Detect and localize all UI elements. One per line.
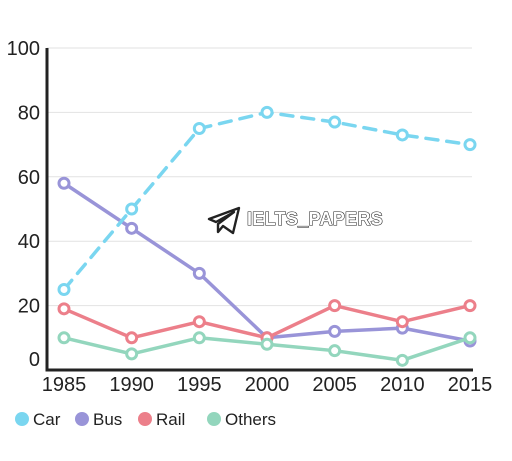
y-tick-labels: 0 20 40 60 80 100 (7, 38, 40, 371)
x-tick-label: 1985 (42, 374, 87, 396)
y-tick-label: 60 (18, 167, 40, 189)
series (57, 105, 477, 367)
legend-item-others: Others (207, 410, 276, 429)
data-point-car (57, 283, 71, 296)
y-tick-label: 0 (29, 349, 40, 371)
x-tick-label: 2015 (448, 374, 493, 396)
data-point-car (125, 202, 139, 216)
legend-swatch (75, 412, 89, 426)
data-point-others (463, 331, 477, 345)
data-point-car (192, 122, 206, 135)
data-point-others (395, 353, 409, 367)
legend-label: Others (225, 410, 276, 429)
y-tick-label: 100 (7, 38, 40, 60)
x-tick-label: 1995 (177, 374, 222, 396)
legend-item-rail: Rail (138, 410, 185, 429)
legend: Car Bus Rail Others (15, 410, 276, 429)
legend-label: Car (33, 410, 61, 429)
legend-swatch (207, 412, 221, 426)
data-point-rail (328, 299, 342, 313)
legend-item-bus: Bus (75, 410, 122, 429)
y-tick-label: 20 (18, 296, 40, 318)
data-point-others (57, 331, 71, 345)
watermark-text: IELTS_PAPERS (247, 209, 383, 229)
axes (45, 48, 473, 372)
data-point-others (260, 337, 274, 351)
data-point-others (328, 344, 342, 358)
data-point-bus (192, 266, 206, 280)
data-point-rail (463, 299, 477, 313)
data-point-rail (395, 315, 409, 329)
legend-label: Rail (156, 410, 185, 429)
y-tick-label: 80 (18, 102, 40, 124)
legend-swatch (15, 412, 29, 426)
data-point-car (260, 105, 274, 119)
series-car (57, 105, 477, 296)
x-tick-label: 2005 (312, 374, 357, 396)
series-rail (57, 299, 477, 345)
y-tick-label: 40 (18, 231, 40, 253)
data-point-car (463, 138, 477, 152)
data-point-rail (57, 302, 71, 316)
data-point-bus (328, 324, 342, 338)
legend-label: Bus (93, 410, 122, 429)
series-line-bus (62, 181, 472, 343)
data-point-rail (192, 315, 206, 329)
data-point-bus (57, 176, 71, 190)
data-point-others (192, 331, 206, 345)
x-tick-labels: 1985 1990 1995 2000 2005 2010 2015 (42, 374, 493, 396)
x-tick-label: 2000 (245, 374, 290, 396)
x-tick-label: 1990 (109, 374, 154, 396)
paper-plane-icon (207, 206, 241, 235)
data-point-bus (125, 221, 139, 235)
data-point-others (125, 347, 139, 361)
data-point-rail (125, 331, 139, 345)
data-point-car (328, 115, 342, 129)
watermark: IELTS_PAPERS (207, 206, 383, 235)
legend-item-car: Car (15, 410, 61, 429)
gridlines (47, 47, 472, 307)
series-others (57, 331, 477, 367)
series-line-car (62, 110, 472, 292)
legend-swatch (138, 412, 152, 426)
data-point-car (395, 128, 409, 142)
x-tick-label: 2010 (380, 374, 425, 396)
